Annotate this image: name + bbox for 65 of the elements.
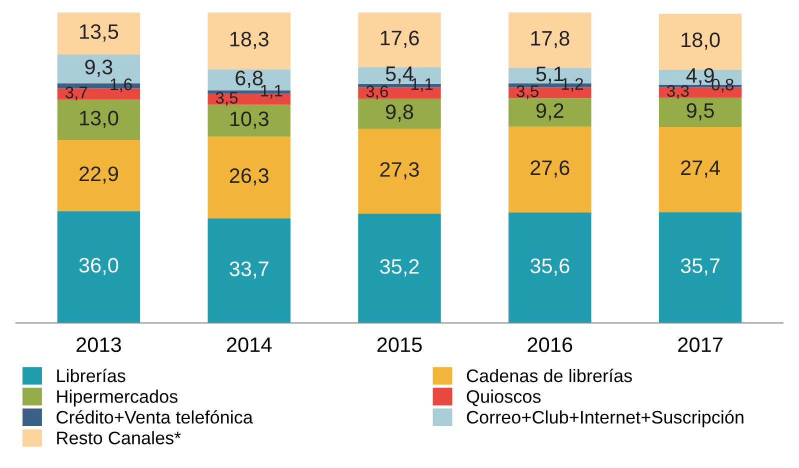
bar	[358, 128, 441, 214]
data-label: 3,5	[216, 92, 238, 106]
bar	[57, 140, 140, 212]
data-label: 6,8	[236, 70, 263, 88]
legend-label: Librerías	[57, 368, 126, 382]
data-label: 5,1	[536, 66, 564, 84]
data-label: 17,6	[380, 30, 419, 48]
data-label: 3,5	[516, 85, 538, 100]
bar	[658, 127, 742, 212]
x-tick-label: 2014	[226, 337, 272, 352]
x-tick-label: 2017	[678, 337, 722, 352]
data-label: 26,3	[230, 168, 268, 186]
bar	[358, 98, 441, 129]
data-label: 18,3	[230, 32, 268, 49]
bar	[57, 12, 140, 54]
legend-label: Resto Canales*	[57, 431, 181, 444]
bar	[658, 212, 742, 323]
bar	[358, 214, 441, 323]
bar	[508, 12, 592, 68]
data-label: 13,5	[80, 24, 118, 42]
data-label: 27,4	[681, 160, 720, 178]
data-label: 0,8	[712, 78, 734, 92]
data-label: 17,8	[531, 30, 570, 48]
bar	[658, 98, 742, 128]
x-tick-label: 2016	[528, 337, 572, 352]
data-label: 9,8	[386, 104, 414, 122]
bar	[208, 218, 290, 323]
data-label: 13,0	[80, 110, 118, 128]
data-label: 3,6	[366, 86, 388, 100]
legend-label: Cadenas de librerías	[466, 368, 632, 382]
data-label: 5,4	[386, 66, 414, 84]
data-label: 33,7	[230, 261, 268, 279]
data-label: 35,7	[680, 258, 720, 276]
data-label: 10,3	[230, 112, 268, 129]
data-label: 27,6	[530, 160, 570, 178]
data-label: 4,9	[686, 68, 714, 86]
data-label: 9,3	[85, 60, 112, 77]
legend-label: Hipermercados	[57, 390, 178, 406]
data-label: 22,9	[79, 166, 118, 184]
bar	[358, 12, 441, 68]
data-label: 9,5	[686, 103, 714, 120]
bar	[57, 100, 140, 140]
data-label: 27,3	[380, 162, 419, 180]
legend-label: Quioscos	[466, 390, 541, 406]
bar	[208, 12, 290, 70]
data-label: 35,6	[530, 258, 570, 276]
bar	[208, 104, 290, 137]
bar	[208, 136, 290, 218]
x-tick-label: 2013	[76, 337, 121, 352]
data-label: 3,3	[667, 85, 689, 99]
bar	[508, 126, 592, 212]
data-label: 36,0	[79, 258, 118, 276]
data-label: 35,2	[380, 259, 419, 276]
data-label: 18,0	[682, 32, 720, 50]
data-label: 9,2	[536, 103, 564, 120]
bar	[57, 211, 140, 323]
data-label: 3,7	[65, 86, 88, 100]
bar	[508, 98, 592, 127]
bar	[508, 212, 592, 323]
legend-label: Correo+Club+Internet+Suscripción	[466, 410, 744, 428]
x-tick-label: 2015	[377, 337, 422, 352]
data-label: 1,1	[261, 84, 282, 99]
data-label: 1,1	[412, 78, 433, 92]
legend-label: Crédito+Venta telefónica	[56, 410, 253, 424]
bar	[658, 14, 742, 70]
